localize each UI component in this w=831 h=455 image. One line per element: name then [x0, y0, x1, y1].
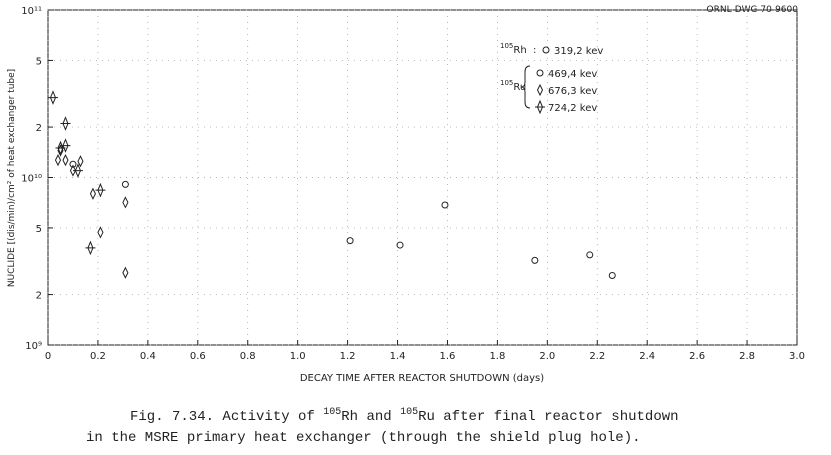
x-tick-label: 2.8 [739, 351, 755, 362]
y-tick-label: 5 [36, 56, 42, 67]
data-point [72, 163, 83, 178]
legend-marker [542, 46, 550, 54]
x-tick-label: 0 [45, 351, 51, 362]
x-tick-label: 1.8 [489, 351, 505, 362]
legend-group-label: 105Ru [500, 79, 526, 93]
data-point [441, 201, 449, 209]
y-tick-label: 2 [36, 291, 42, 302]
x-tick-label: 2.6 [689, 351, 705, 362]
legend-group-label: 105Rh [500, 42, 527, 56]
legend-entry: 319,2 kev [554, 46, 603, 57]
data-point [85, 240, 96, 256]
data-point [89, 187, 96, 200]
legend-mass: 105 [500, 79, 513, 87]
x-tick-label: 3.0 [789, 351, 805, 362]
y-axis-label: NUCLIDE [(dis/min)/cm² of heat exchanger… [7, 69, 17, 287]
y-tick-label: 10⁹ [25, 341, 42, 352]
x-tick-label: 2.4 [639, 351, 655, 362]
legend-entry: 724,2 kev [548, 103, 597, 114]
caption-line-1: Fig. 7.34. Activity of 105Rh and 105Ru a… [130, 407, 679, 425]
caption-line-2: in the MSRE primary heat exchanger (thro… [86, 430, 641, 446]
y-tick-label: 5 [36, 224, 42, 235]
caption-part: Rh and [341, 409, 400, 425]
legend-entry: 676,3 kev [548, 86, 597, 97]
legend-marker [536, 69, 544, 77]
data-point [60, 138, 71, 153]
data-point [346, 237, 354, 245]
data-point [47, 90, 58, 105]
x-tick-label: 2.2 [589, 351, 605, 362]
data-point [60, 116, 71, 131]
legend-element: Rh [513, 45, 526, 56]
data-point [586, 251, 594, 259]
data-point [54, 153, 62, 167]
y-tick-label: 10¹¹ [21, 6, 42, 17]
legend-entry: 469,4 kev [548, 69, 597, 80]
y-tick-label: 10¹⁰ [21, 174, 42, 185]
x-tick-label: 1.0 [290, 351, 306, 362]
x-tick-label: 0.6 [190, 351, 206, 362]
x-tick-label: 1.4 [390, 351, 406, 362]
x-tick-label: 1.2 [340, 351, 356, 362]
legend-brace [520, 65, 531, 109]
data-point [122, 196, 129, 209]
legend-separator: : [533, 45, 536, 56]
data-point [121, 180, 129, 188]
data-point [69, 164, 77, 177]
legend-marker [535, 99, 545, 115]
data-point [122, 266, 129, 279]
y-tick-label: 2 [36, 123, 42, 134]
x-tick-label: 0.4 [140, 351, 156, 362]
legend-marker [536, 83, 544, 97]
data-point [69, 160, 77, 168]
data-point [62, 153, 69, 167]
data-point [396, 241, 404, 249]
data-point [531, 256, 539, 264]
data-point [97, 226, 104, 239]
caption-part: Fig. 7.34. Activity of [130, 409, 323, 425]
data-point [95, 182, 106, 198]
x-axis-label: DECAY TIME AFTER REACTOR SHUTDOWN (days) [300, 373, 544, 384]
x-tick-label: 0.2 [90, 351, 106, 362]
data-point [77, 155, 84, 168]
data-point [608, 271, 616, 279]
x-tick-label: 2.0 [539, 351, 555, 362]
caption-part: Ru after final reactor shutdown [418, 409, 678, 425]
x-tick-label: 0.8 [240, 351, 256, 362]
x-tick-label: 1.6 [440, 351, 456, 362]
caption-sup: 105 [400, 407, 418, 418]
legend-mass: 105 [500, 42, 513, 50]
legend-element: Ru [513, 82, 526, 93]
caption-sup: 105 [323, 407, 341, 418]
